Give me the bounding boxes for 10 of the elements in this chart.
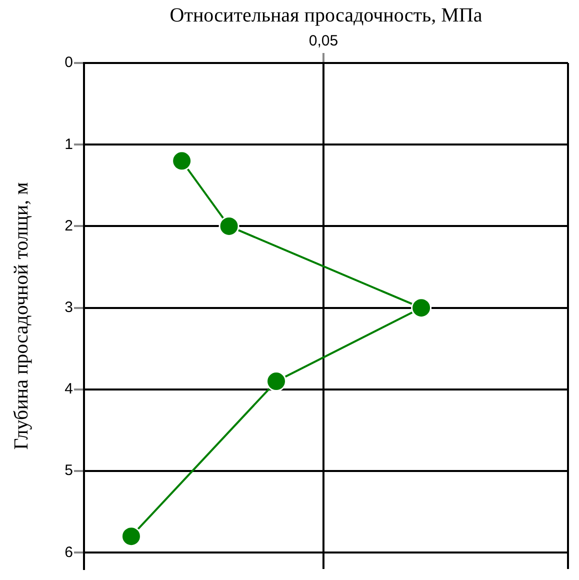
y-tick-label: 5 (64, 462, 73, 480)
text: 0,05 (308, 32, 338, 50)
y-tick-label: 4 (64, 380, 73, 398)
y-tick-label: 1 (64, 136, 73, 153)
y-tick-label: 2 (64, 217, 73, 234)
y-tick-label: 6 (64, 544, 73, 561)
y-tick-label: 3 (64, 298, 73, 316)
y-tick-label: 0 (64, 54, 73, 72)
y-axis-title: Глубина просадочной толщи, м (10, 182, 32, 450)
x-axis-title: Относительная просадочность, МПа (170, 4, 482, 26)
